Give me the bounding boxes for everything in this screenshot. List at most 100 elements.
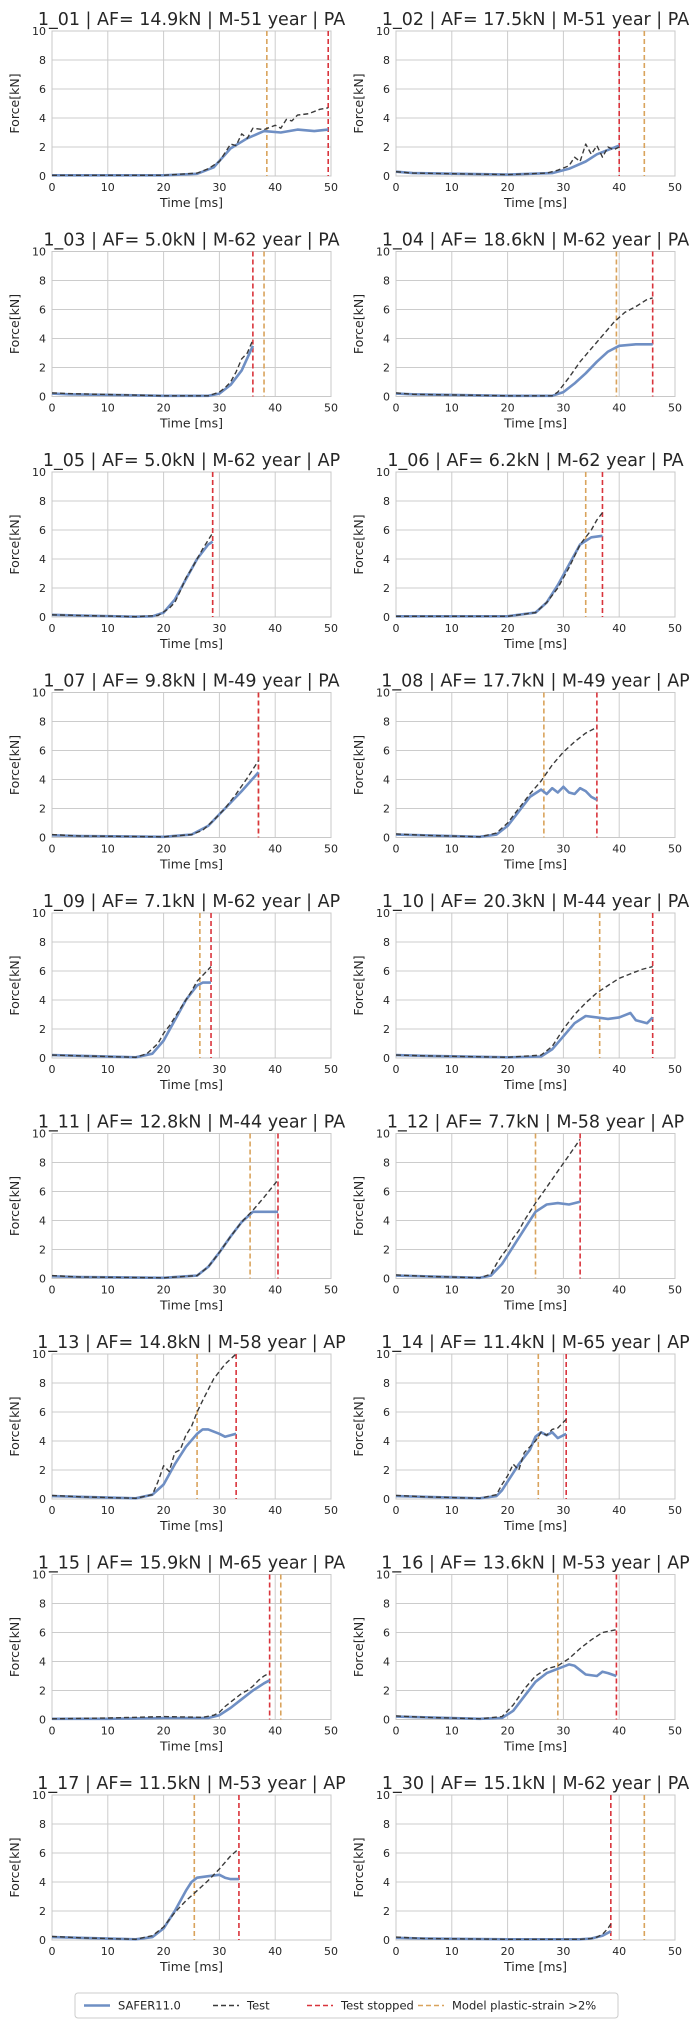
y-axis-label: Force[kN]: [7, 735, 22, 795]
plot-frame: [51, 692, 332, 838]
y-tick-label: 10: [376, 1348, 390, 1361]
legend-box: [74, 1992, 619, 2019]
y-tick-label: 6: [383, 965, 390, 978]
x-tick-label: 30: [556, 622, 570, 635]
y-tick-label: 8: [383, 495, 390, 508]
x-tick-label: 20: [157, 622, 171, 635]
y-tick-label: 4: [39, 1435, 46, 1448]
x-tick-label: 0: [393, 1284, 400, 1297]
y-tick-label: 0: [39, 391, 46, 404]
y-tick-label: 8: [39, 1598, 46, 1611]
y-axis-label: Force[kN]: [7, 73, 22, 133]
x-tick-label: 10: [101, 1945, 115, 1958]
safer-series-line: [395, 1663, 617, 1721]
y-tick-label: 4: [383, 994, 390, 1007]
panel-title: 1_06 | AF= 6.2kN | M-62 year | PA: [387, 451, 683, 471]
y-tick-label: 8: [39, 1377, 46, 1390]
y-tick-label: 2: [383, 1905, 390, 1918]
x-tick-label: 50: [668, 1945, 682, 1958]
x-tick-label: 50: [668, 402, 682, 415]
x-tick-label: 30: [556, 1725, 570, 1738]
x-tick-label: 50: [324, 843, 338, 856]
y-tick-label: 10: [32, 246, 46, 259]
y-tick-label: 2: [39, 803, 46, 816]
x-tick-label: 20: [501, 402, 515, 415]
x-tick-label: 40: [612, 1504, 626, 1517]
x-tick-label: 0: [49, 1284, 56, 1297]
y-axis-label: Force[kN]: [351, 1837, 366, 1897]
y-tick-label: 6: [39, 83, 46, 96]
y-tick-label: 8: [383, 1598, 390, 1611]
safer-series-line: [395, 1011, 654, 1059]
y-tick-label: 0: [39, 1934, 46, 1947]
x-tick-label: 50: [324, 1284, 338, 1297]
test-series-line: [396, 512, 604, 617]
y-tick-label: 6: [39, 304, 46, 317]
y-tick-label: 10: [32, 1128, 46, 1141]
y-tick-label: 2: [383, 362, 390, 375]
test-series-line: [395, 143, 620, 176]
x-axis-label: Time [ms]: [503, 195, 567, 210]
x-axis-label: Time [ms]: [503, 1518, 567, 1533]
y-tick-label: 6: [39, 965, 46, 978]
x-tick-label: 10: [101, 843, 115, 856]
panel-title: 1_15 | AF= 15.9kN | M-65 year | PA: [38, 1554, 345, 1574]
y-tick-label: 4: [383, 1876, 390, 1889]
y-tick-label: 10: [32, 1569, 46, 1582]
y-tick-label: 10: [32, 907, 46, 920]
x-tick-label: 20: [501, 181, 515, 194]
plot-frame: [395, 471, 676, 618]
x-tick-label: 50: [668, 622, 682, 635]
x-tick-label: 40: [268, 1284, 282, 1297]
x-tick-label: 50: [324, 181, 338, 194]
y-tick-label: 2: [39, 1685, 46, 1698]
x-tick-label: 40: [268, 1504, 282, 1517]
x-tick-label: 30: [556, 181, 570, 194]
panel-title: 1_08 | AF= 17.7kN | M-49 year | AP: [381, 672, 689, 692]
x-tick-label: 40: [612, 622, 626, 635]
panel-title: 1_13 | AF= 14.8kN | M-58 year | AP: [37, 1333, 345, 1353]
x-tick-label: 30: [212, 402, 226, 415]
x-tick-label: 40: [612, 1725, 626, 1738]
x-tick-label: 50: [668, 843, 682, 856]
safer-series-line: [51, 1873, 239, 1941]
y-tick-label: 2: [383, 1685, 390, 1698]
x-axis-label: Time [ms]: [503, 1298, 567, 1313]
x-tick-label: 30: [556, 1284, 570, 1297]
panel: 1_10 | AF= 20.3kN | M-44 year | PA0 10 20 3…: [351, 892, 689, 1092]
y-axis-label: Force[kN]: [7, 955, 22, 1015]
y-tick-label: 0: [39, 1273, 46, 1286]
x-tick-label: 30: [556, 402, 570, 415]
y-axis-label: Force[kN]: [7, 1396, 22, 1456]
y-tick-label: 0: [383, 832, 390, 845]
y-tick-label: 0: [383, 1052, 390, 1065]
y-tick-label: 8: [39, 1157, 46, 1170]
test-series-line: [395, 726, 598, 838]
y-axis-label: Force[kN]: [7, 514, 22, 574]
panel: 1_17 | AF= 11.5kN | M-53 year | AP0 10 20 3…: [7, 1774, 346, 1974]
panel: 1_04 | AF= 18.6kN | M-62 year | PA0 10 20 3…: [351, 231, 689, 431]
panel: 1_15 | AF= 15.9kN | M-65 year | PA0 10 20 3…: [7, 1554, 345, 1754]
x-tick-label: 50: [668, 1504, 682, 1517]
y-tick-label: 2: [383, 1464, 390, 1477]
panel-title: 1_17 | AF= 11.5kN | M-53 year | AP: [37, 1774, 345, 1794]
x-tick-label: 40: [612, 1063, 626, 1076]
safer-series-line: [395, 342, 653, 398]
plot-frame: [395, 30, 676, 177]
y-tick-label: 2: [39, 1905, 46, 1918]
y-tick-label: 4: [39, 112, 46, 125]
y-tick-label: 0: [383, 1934, 390, 1947]
x-tick-label: 10: [445, 402, 459, 415]
x-tick-label: 20: [157, 1504, 171, 1517]
safer-series-line: [51, 981, 211, 1059]
x-tick-label: 0: [393, 622, 400, 635]
x-tick-label: 0: [393, 1063, 400, 1076]
x-tick-label: 0: [49, 1725, 56, 1738]
plot-frame: [51, 1574, 332, 1720]
y-tick-label: 4: [39, 1656, 46, 1669]
x-tick-label: 20: [501, 843, 515, 856]
safer-series-line: [396, 534, 603, 618]
plot-frame: [395, 1574, 676, 1720]
x-tick-label: 10: [101, 1504, 115, 1517]
y-tick-label: 0: [383, 170, 390, 183]
